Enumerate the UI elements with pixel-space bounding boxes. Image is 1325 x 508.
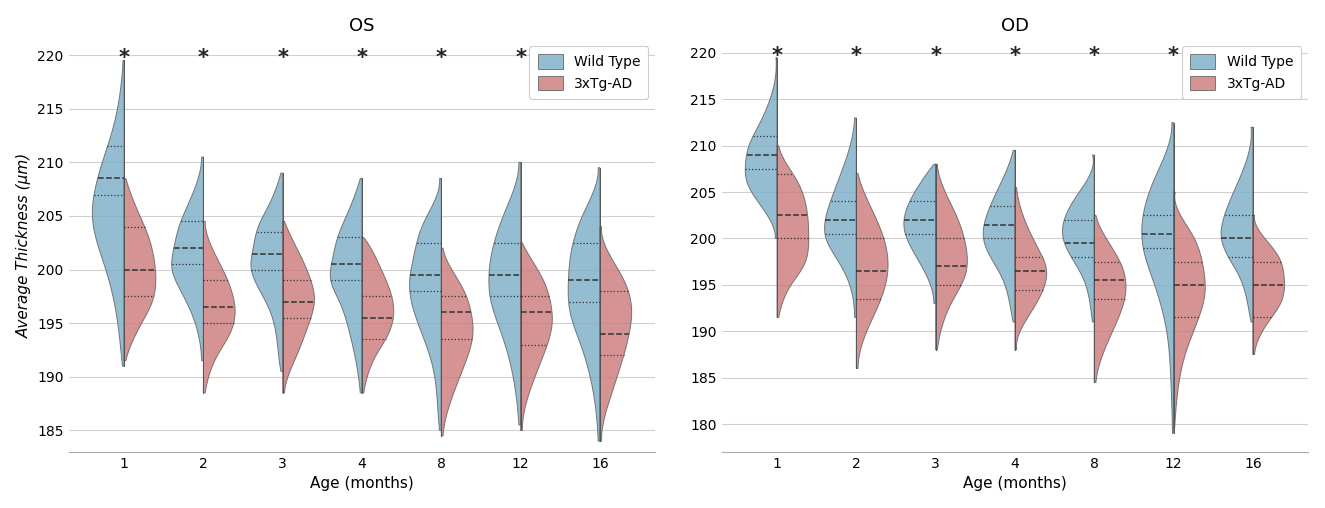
Polygon shape xyxy=(745,57,776,238)
Polygon shape xyxy=(824,118,856,318)
Text: *: * xyxy=(771,46,783,67)
Text: *: * xyxy=(1247,46,1259,67)
Text: *: * xyxy=(851,46,861,67)
Polygon shape xyxy=(172,157,204,361)
Polygon shape xyxy=(1063,155,1094,322)
Text: *: * xyxy=(277,48,289,68)
Polygon shape xyxy=(1174,192,1206,429)
Polygon shape xyxy=(521,243,553,430)
Polygon shape xyxy=(776,146,808,318)
Polygon shape xyxy=(93,60,125,366)
Text: *: * xyxy=(1169,46,1179,67)
Polygon shape xyxy=(600,227,632,441)
Text: *: * xyxy=(515,48,526,68)
Text: *: * xyxy=(436,48,447,68)
Text: *: * xyxy=(930,46,941,67)
Polygon shape xyxy=(1222,127,1253,322)
Polygon shape xyxy=(330,178,362,393)
Text: ■: ■ xyxy=(594,48,606,60)
Text: *: * xyxy=(119,48,130,68)
Polygon shape xyxy=(1015,187,1047,350)
Polygon shape xyxy=(568,168,600,441)
Title: OS: OS xyxy=(350,17,375,35)
Legend: Wild Type, 3xTg-AD: Wild Type, 3xTg-AD xyxy=(1182,46,1301,99)
Polygon shape xyxy=(204,221,235,393)
Polygon shape xyxy=(441,248,473,436)
Polygon shape xyxy=(362,237,394,393)
X-axis label: Age (months): Age (months) xyxy=(963,477,1067,491)
Text: *: * xyxy=(197,48,209,68)
Polygon shape xyxy=(1253,215,1284,355)
Polygon shape xyxy=(250,173,282,371)
Polygon shape xyxy=(1142,122,1174,433)
Polygon shape xyxy=(935,164,967,350)
Text: *: * xyxy=(356,48,367,68)
Polygon shape xyxy=(489,163,521,425)
Legend: Wild Type, 3xTg-AD: Wild Type, 3xTg-AD xyxy=(529,46,648,99)
Polygon shape xyxy=(1094,215,1126,383)
Title: OD: OD xyxy=(1000,17,1030,35)
Polygon shape xyxy=(409,178,441,430)
X-axis label: Age (months): Age (months) xyxy=(310,477,413,491)
Polygon shape xyxy=(282,221,314,393)
Polygon shape xyxy=(125,178,156,361)
Polygon shape xyxy=(904,164,935,303)
Polygon shape xyxy=(856,174,888,368)
Polygon shape xyxy=(983,150,1015,322)
Text: *: * xyxy=(1010,46,1020,67)
Text: *: * xyxy=(1089,46,1100,67)
Y-axis label: Average Thickness (μm): Average Thickness (μm) xyxy=(17,153,32,338)
